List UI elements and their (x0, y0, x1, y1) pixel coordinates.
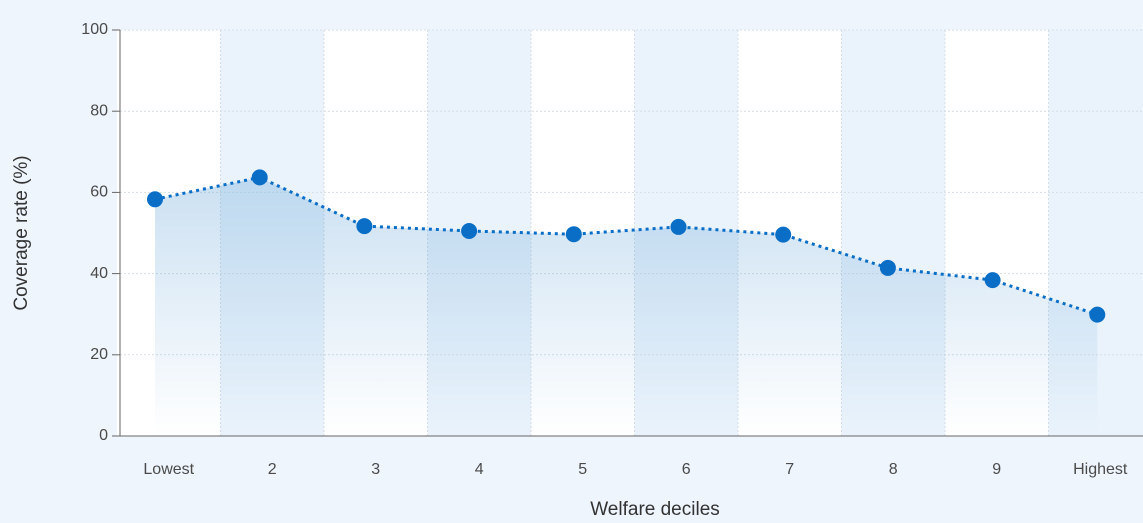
y-tick-label: 0 (99, 427, 108, 444)
area (155, 177, 1098, 437)
y-tick-label: 20 (90, 346, 108, 363)
x-tick-label: 8 (889, 461, 898, 478)
point (984, 272, 1001, 289)
point (670, 218, 687, 235)
y-axis-title: Coverage rate (%) (11, 155, 32, 310)
point (461, 222, 478, 239)
y-tick-label: 40 (90, 265, 108, 282)
x-tick-label: 4 (475, 461, 484, 478)
point (251, 169, 268, 186)
point (356, 218, 373, 235)
point (1089, 306, 1106, 323)
point (879, 259, 896, 276)
x-tick-label: 2 (268, 461, 277, 478)
x-tick-label: 7 (785, 461, 794, 478)
x-tick-label: 9 (992, 461, 1001, 478)
x-tick-label: 3 (371, 461, 380, 478)
line (154, 175, 1098, 317)
point (147, 191, 163, 208)
point (565, 226, 582, 243)
y-tick-label: 100 (81, 21, 108, 38)
x-axis-title: Welfare deciles (590, 499, 720, 520)
y-tick-label: 80 (90, 102, 108, 119)
y-tick-label: 60 (90, 184, 108, 201)
x-tick-label: 5 (578, 461, 587, 478)
x-tick-label: Highest (1073, 461, 1128, 478)
point (775, 226, 792, 243)
x-tick-label: 6 (682, 461, 691, 478)
x-tick-label: Lowest (143, 461, 194, 478)
